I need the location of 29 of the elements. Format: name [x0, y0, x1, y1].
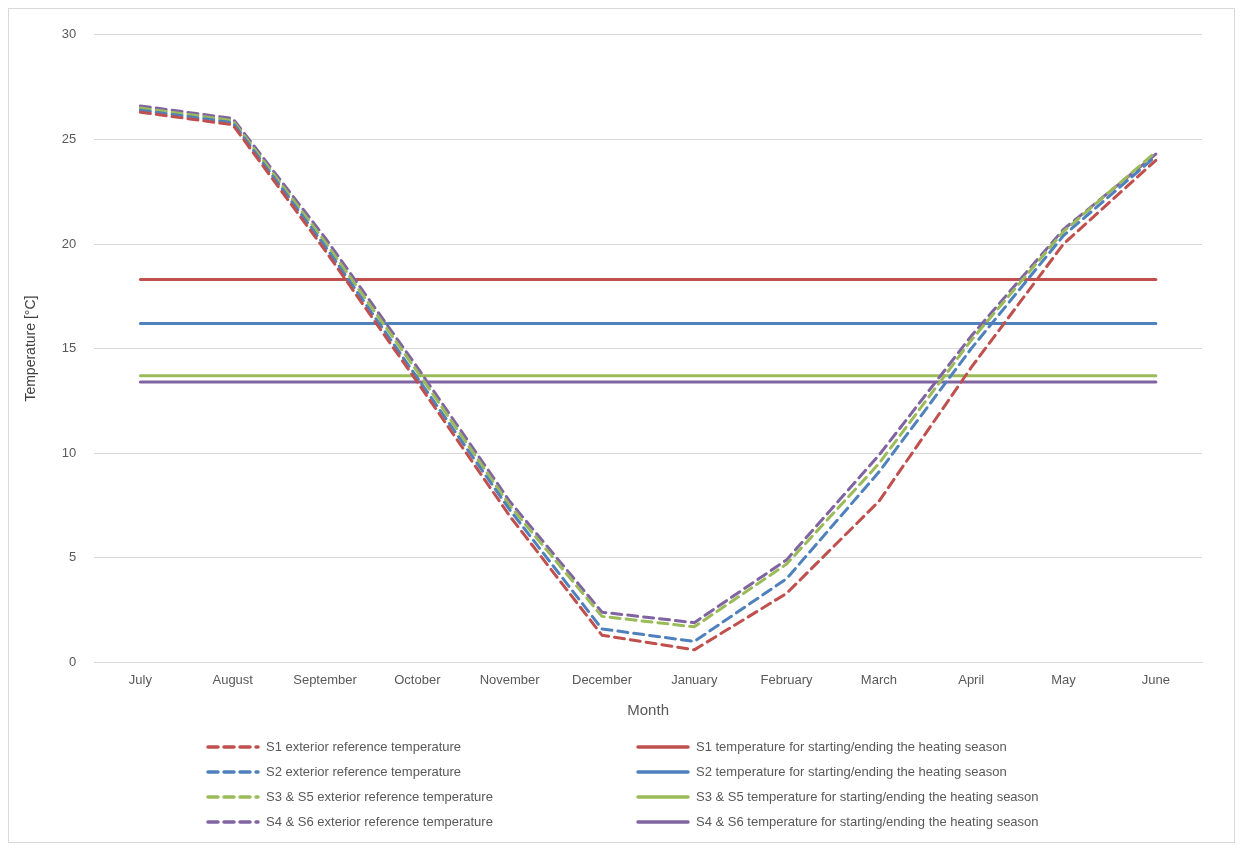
legend-label: S2 temperature for starting/ending the heating season [696, 764, 1007, 779]
x-axis-title: Month [627, 701, 669, 719]
x-tick-label: January [671, 671, 718, 687]
y-tick-label: 10 [61, 444, 77, 460]
x-tick-label: April [958, 671, 985, 687]
x-tick-label: February [760, 671, 814, 687]
y-tick-label: 5 [69, 549, 77, 565]
legend-label: S2 exterior reference temperature [266, 764, 462, 779]
legend-label: S1 temperature for starting/ending the heating season [696, 739, 1007, 754]
y-axis-title: Temperature [°C] [22, 295, 39, 402]
x-tick-label: November [479, 671, 541, 687]
x-tick-label: March [860, 671, 897, 687]
y-tick-label: 0 [69, 653, 77, 669]
legend-label: S4 & S6 temperature for starting/ending the heating season [696, 814, 1039, 829]
y-tick-label: 20 [61, 235, 77, 251]
y-tick-label: 30 [61, 26, 77, 42]
x-tick-label: October [394, 671, 442, 687]
x-tick-label: September [293, 671, 358, 687]
legend-label: S3 & S5 exterior reference temperature [266, 789, 493, 804]
legend-label: S1 exterior reference temperature [266, 739, 462, 754]
x-tick-label: July [128, 671, 153, 687]
legend-label: S4 & S6 exterior reference temperature [266, 814, 493, 829]
x-tick-label: December [571, 671, 633, 687]
x-tick-label: June [1141, 671, 1170, 687]
y-tick-label: 25 [61, 130, 77, 146]
x-tick-label: May [1051, 671, 1077, 687]
x-tick-label: August [212, 671, 254, 687]
legend-label: S3 & S5 temperature for starting/ending the heating season [696, 789, 1039, 804]
y-tick-label: 15 [61, 340, 77, 356]
